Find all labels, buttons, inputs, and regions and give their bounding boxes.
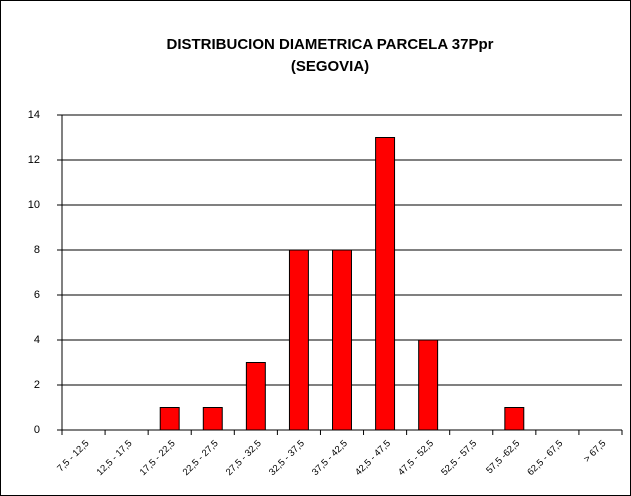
bar [375, 137, 396, 431]
y-tick-label: 12 [28, 154, 40, 166]
bar [288, 249, 309, 431]
y-tick-label: 10 [28, 199, 40, 211]
y-tick-label: 0 [34, 424, 40, 436]
bar [202, 407, 223, 431]
y-tick-label: 4 [34, 334, 40, 346]
y-tick-label: 6 [34, 289, 40, 301]
bar [245, 362, 266, 431]
bar [332, 249, 352, 431]
chart-title: (SEGOVIA) [291, 58, 369, 75]
y-tick-label: 2 [34, 379, 40, 391]
y-tick-label: 8 [34, 244, 40, 256]
chart-title: DISTRIBUCION DIAMETRICA PARCELA 37Ppr [167, 36, 494, 53]
bar [159, 407, 180, 431]
bar [418, 339, 439, 431]
bar [504, 407, 525, 431]
y-tick-label: 14 [28, 109, 40, 121]
